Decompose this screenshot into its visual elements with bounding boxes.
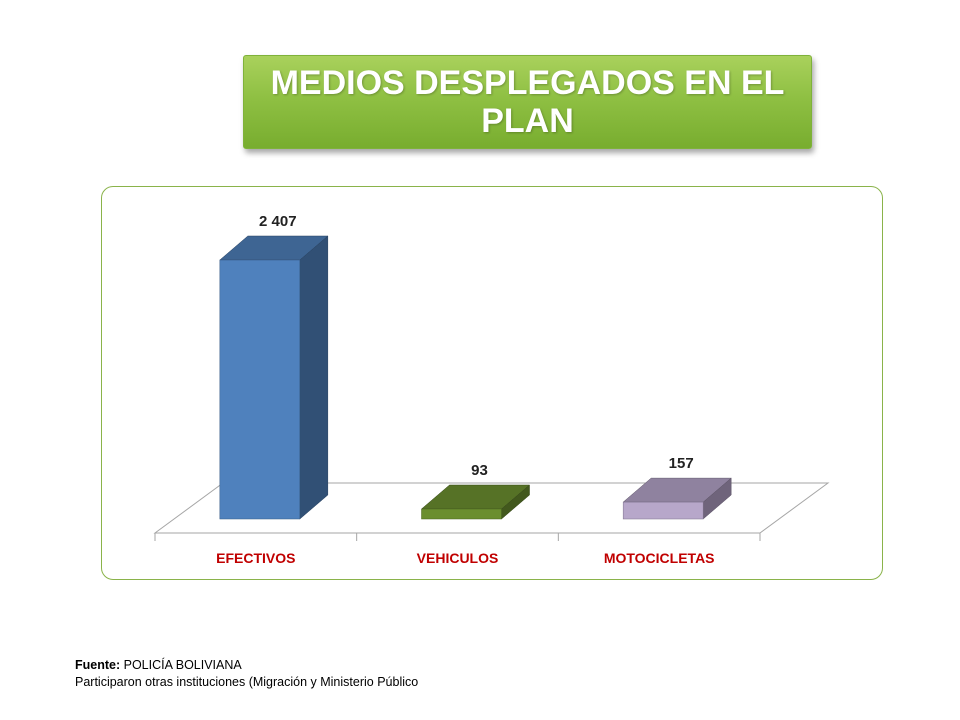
bar-vehiculos (421, 508, 502, 520)
source-label: Fuente: (75, 658, 121, 672)
chart-title: MEDIOS DESPLEGADOS EN EL PLAN (270, 64, 785, 140)
category-label: VEHICULOS (417, 550, 499, 566)
data-label: 93 (471, 462, 488, 479)
data-label: 157 (669, 455, 694, 472)
source-line: Fuente: POLICÍA BOLIVIANA (75, 657, 418, 674)
data-label: 2 407 (259, 213, 297, 230)
bar-side-efectivos (299, 235, 329, 520)
category-label: EFECTIVOS (216, 550, 295, 566)
footer-note: Participaron otras instituciones (Migrac… (75, 675, 419, 689)
bar-efectivos (219, 259, 301, 520)
bar-motocicletas (622, 501, 704, 520)
source-value: POLICÍA BOLIVIANA (123, 658, 242, 672)
category-label: MOTOCICLETAS (604, 550, 715, 566)
footer: Fuente: POLICÍA BOLIVIANA Participaron o… (75, 657, 418, 691)
chart-title-banner: MEDIOS DESPLEGADOS EN EL PLAN (243, 55, 812, 149)
